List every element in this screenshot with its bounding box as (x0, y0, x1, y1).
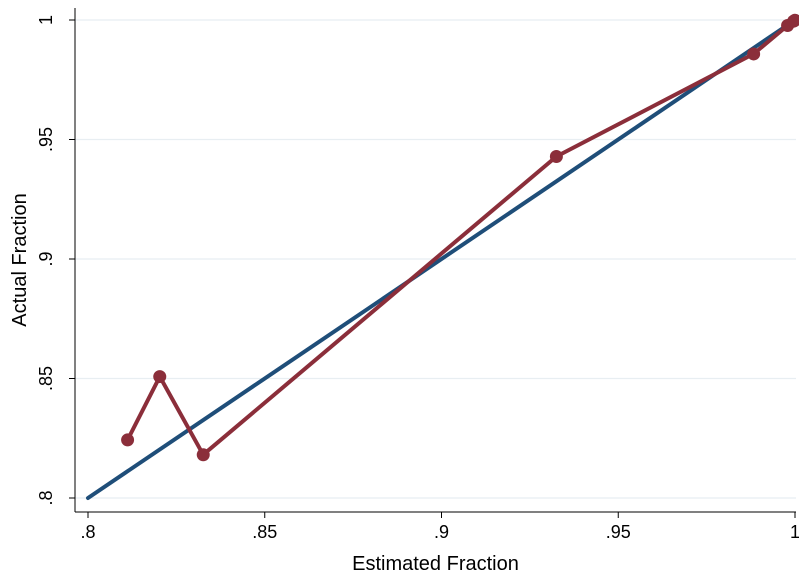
series-layer (86, 13, 799, 500)
x-tick-label: .95 (606, 522, 631, 542)
y-axis-ticks: .8 .85 .9 .95 1 (36, 15, 75, 506)
y-tick-label: .9 (36, 251, 56, 266)
y-tick-label: .8 (36, 490, 56, 505)
data-point (121, 433, 135, 447)
x-axis-ticks: .8 .85 .9 .95 1 (80, 512, 799, 542)
x-tick-label: .8 (80, 522, 95, 542)
reference-line (86, 18, 797, 500)
y-axis-title: Actual Fraction (9, 193, 31, 326)
data-point (747, 47, 761, 61)
y-tick-label: .95 (36, 127, 56, 152)
y-tick-label: .85 (36, 366, 56, 391)
x-tick-label: 1 (790, 522, 799, 542)
data-point (788, 13, 799, 27)
data-point (549, 149, 563, 163)
x-tick-label: .9 (434, 522, 449, 542)
x-axis-title: Estimated Fraction (352, 553, 519, 575)
data-point (153, 370, 167, 384)
data-point (196, 448, 210, 462)
y-tick-label: 1 (36, 15, 56, 25)
x-tick-label: .85 (252, 522, 277, 542)
